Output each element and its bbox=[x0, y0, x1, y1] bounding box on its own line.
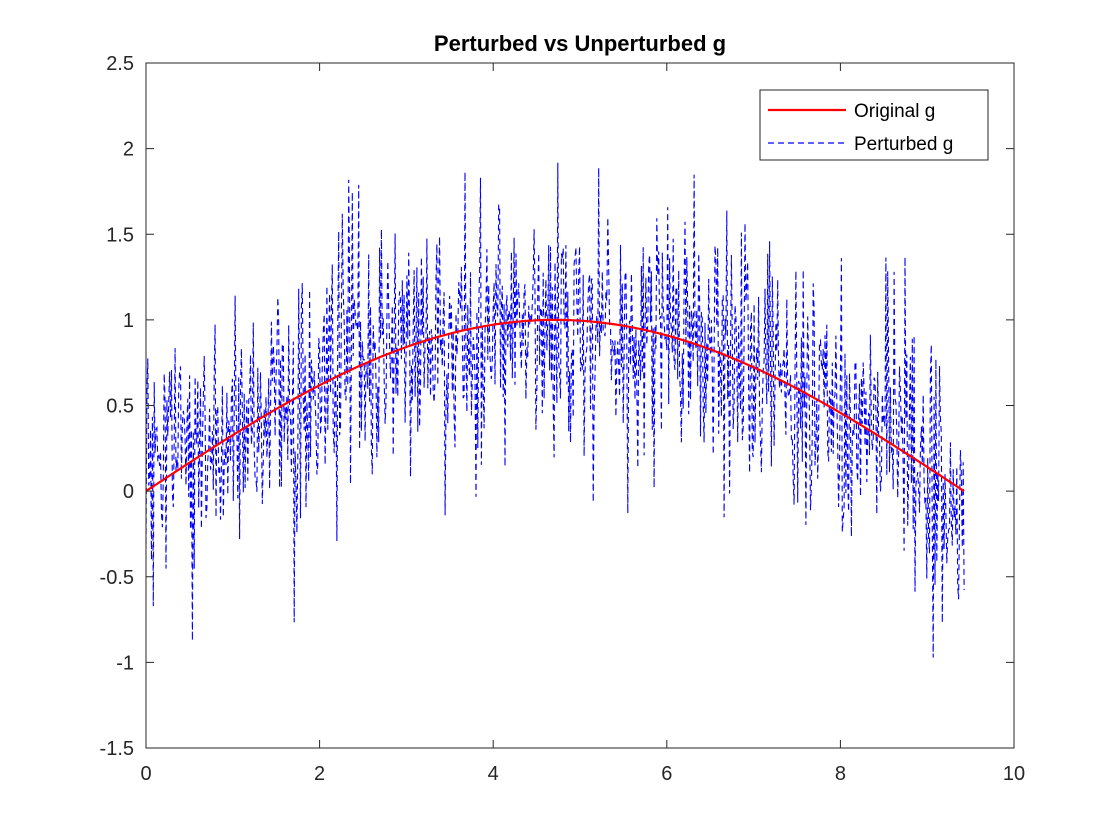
plot-area-background bbox=[146, 63, 1014, 748]
y-tick-label: 1 bbox=[123, 310, 134, 332]
x-tick-label: 8 bbox=[835, 763, 846, 785]
x-tick-label: 6 bbox=[661, 763, 672, 785]
x-tick-label: 4 bbox=[488, 763, 499, 785]
y-tick-label: -1 bbox=[116, 652, 134, 674]
x-tick-label: 10 bbox=[1003, 763, 1025, 785]
series-line-original-g bbox=[145, 318, 965, 493]
legend-label-perturbed: Perturbed g bbox=[854, 134, 953, 155]
series-line-perturbed-g bbox=[145, 162, 965, 658]
y-tick-label: 2.5 bbox=[106, 53, 134, 75]
tick-layer: 0 2 4 6 8 10 -1.5 -1 -0.5 0 0.5 1 1.5 2 2.5 bbox=[100, 53, 1026, 785]
legend: Original g Perturbed g bbox=[759, 89, 989, 161]
y-tick-label: 2 bbox=[123, 139, 134, 161]
x-tick-label: 2 bbox=[314, 763, 325, 785]
y-tick-label: -0.5 bbox=[100, 567, 134, 589]
series-layer bbox=[145, 162, 965, 658]
chart-title: Perturbed vs Unperturbed g bbox=[434, 31, 726, 56]
y-tick-label: -1.5 bbox=[100, 738, 134, 760]
y-tick-label: 0.5 bbox=[106, 396, 134, 418]
legend-box bbox=[759, 89, 989, 161]
y-tick-label: 1.5 bbox=[106, 224, 134, 246]
legend-label-original: Original g bbox=[854, 101, 935, 122]
x-tick-label: 0 bbox=[140, 763, 151, 785]
y-tick-label: 0 bbox=[123, 481, 134, 503]
